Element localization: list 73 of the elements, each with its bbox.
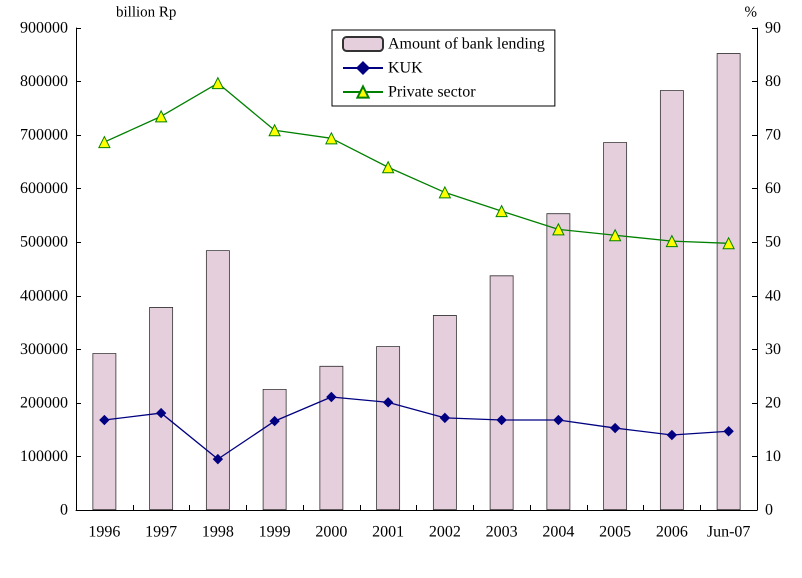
point	[609, 229, 622, 242]
x-tick-label: 2002	[428, 524, 461, 540]
point	[440, 412, 450, 423]
y-tick-label: 100000	[20, 448, 68, 465]
legend-label: Amount of bank lending	[388, 36, 545, 52]
bar	[546, 213, 570, 510]
bar	[432, 315, 457, 510]
y-tick-label: 0	[60, 502, 68, 518]
x-tick-label: 2003	[486, 524, 518, 540]
point	[438, 186, 451, 198]
legend-label: Private sector	[388, 84, 476, 100]
point	[496, 205, 508, 218]
point	[325, 132, 338, 144]
point	[212, 77, 224, 90]
x-tick-label: 2005	[599, 524, 632, 540]
y2-tick-label: 10	[765, 448, 781, 465]
point	[155, 110, 168, 122]
y2-tick-label: 80	[765, 73, 781, 90]
y-tick-label: 700000	[20, 126, 68, 144]
bar	[660, 90, 684, 510]
bar	[149, 307, 174, 510]
point	[553, 415, 564, 426]
y-tick-label: 600000	[20, 180, 68, 198]
x-tick-label: Jun-07	[706, 524, 750, 540]
point	[552, 223, 564, 236]
point	[722, 237, 735, 250]
bar	[92, 353, 116, 510]
y2-tick-label: 90	[765, 20, 781, 36]
point	[99, 415, 110, 426]
point	[724, 426, 734, 436]
bar	[262, 388, 287, 510]
x-tick-label: 2006	[656, 524, 688, 540]
y-tick-label: 500000	[20, 234, 68, 251]
y2-axis-title: %	[744, 4, 757, 20]
y2-tick-label: 30	[765, 340, 781, 358]
y-tick-label: 200000	[20, 394, 68, 412]
point	[156, 408, 166, 418]
x-tick-label: 2001	[372, 524, 404, 540]
point	[666, 235, 678, 248]
y2-tick-label: 20	[765, 394, 781, 412]
bar	[319, 366, 344, 510]
y-tick-label: 300000	[20, 340, 68, 358]
point	[383, 397, 394, 408]
point	[270, 416, 280, 426]
point	[666, 430, 677, 440]
y-axis-title: billion Rp	[116, 4, 176, 20]
y2-tick-label: 0	[765, 502, 773, 518]
y2-tick-label: 50	[765, 234, 781, 251]
point	[610, 423, 620, 434]
y2-tick-label: 70	[765, 126, 781, 144]
bar	[376, 346, 400, 510]
x-tick-label: 1998	[202, 524, 234, 540]
bar	[490, 275, 514, 510]
legend-label: KUK	[388, 60, 424, 76]
point	[382, 161, 394, 174]
x-tick-label: 1999	[258, 524, 291, 540]
point	[496, 415, 507, 426]
x-tick-label: 1996	[88, 524, 120, 540]
bar	[716, 53, 741, 510]
point	[212, 454, 223, 464]
point	[326, 392, 336, 402]
y-tick-label: 400000	[20, 287, 68, 304]
x-tick-label: 2000	[315, 524, 348, 540]
y-tick-label: 800000	[20, 73, 68, 90]
bar	[603, 142, 628, 510]
bar	[206, 250, 230, 510]
point	[268, 124, 281, 136]
x-tick-label: 1997	[145, 524, 178, 540]
point	[98, 136, 110, 148]
y2-tick-label: 60	[765, 180, 781, 198]
y2-tick-label: 40	[765, 287, 781, 304]
y-tick-label: 900000	[20, 20, 68, 36]
x-tick-label: 2004	[542, 524, 574, 540]
